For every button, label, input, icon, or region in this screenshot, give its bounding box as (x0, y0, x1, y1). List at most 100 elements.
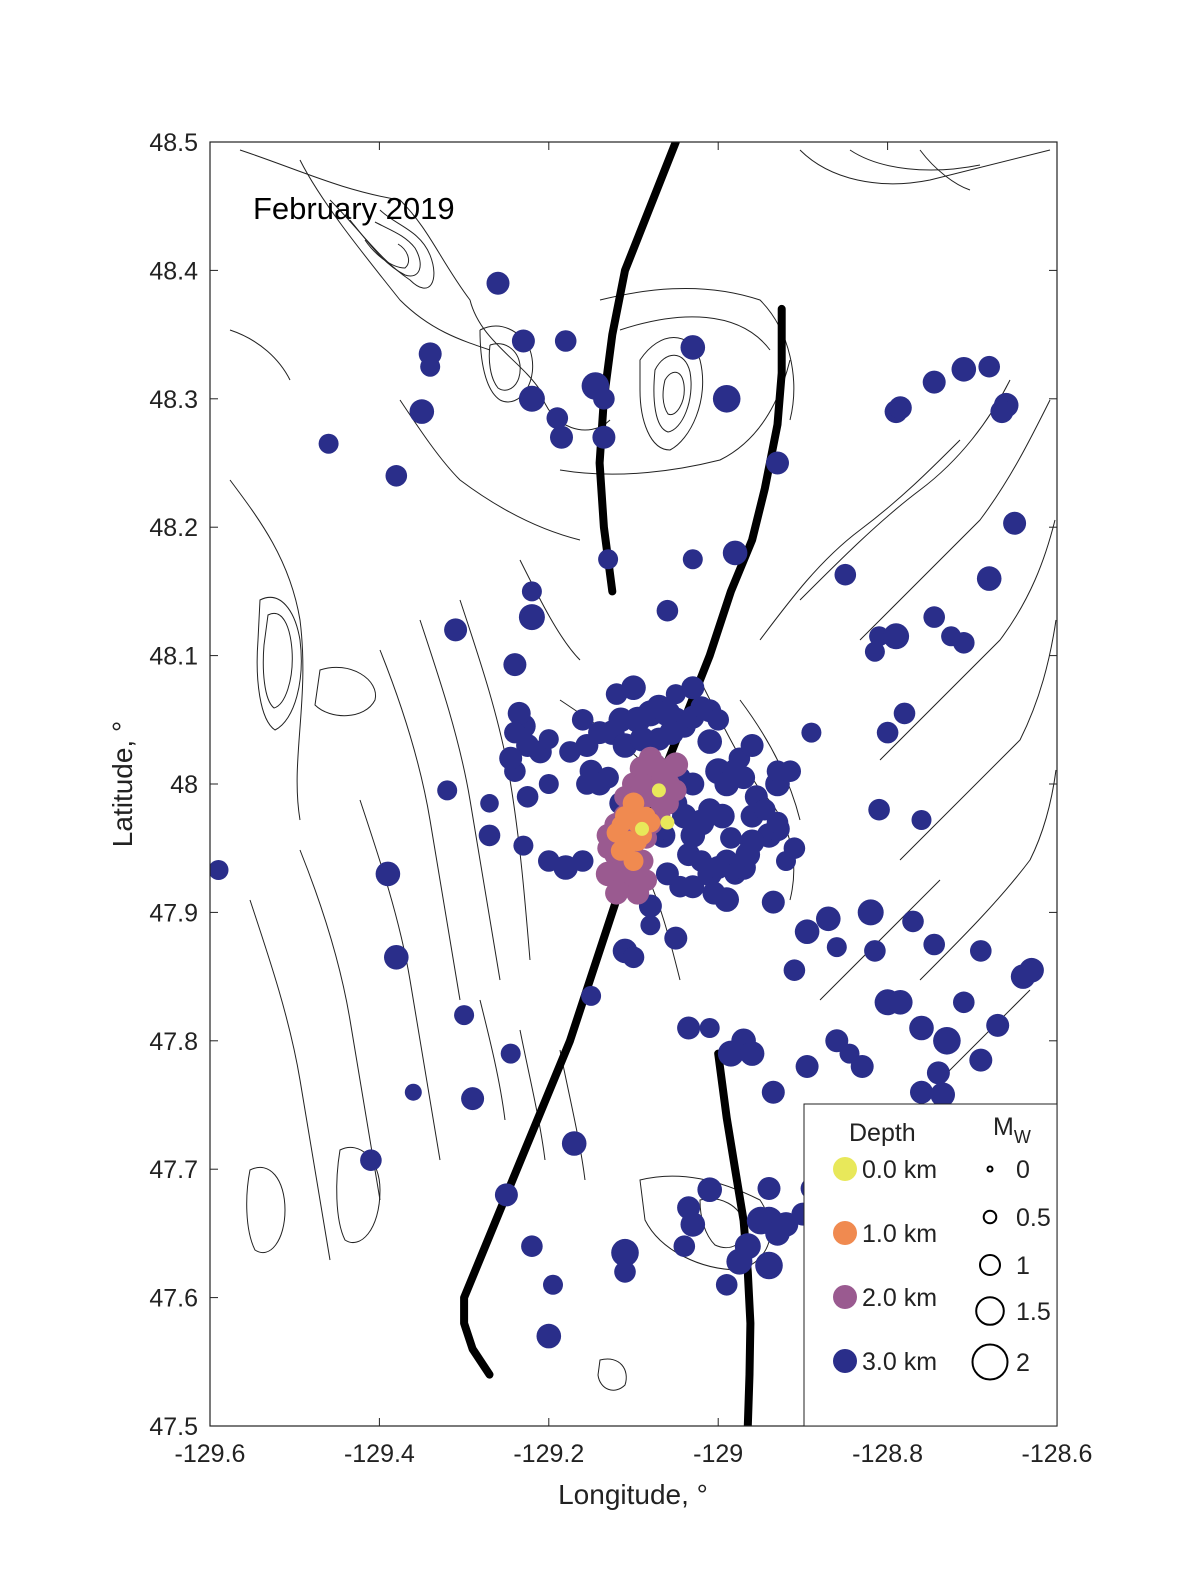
earthquake-point (659, 720, 684, 745)
earthquake-point (868, 798, 890, 821)
earthquake-point (990, 400, 1014, 424)
earthquake-point (722, 540, 748, 566)
y-tick-label: 47.8 (149, 1028, 198, 1056)
earthquake-point (656, 599, 679, 622)
x-axis-label: Longitude, ° (558, 1479, 708, 1510)
earthquake-point (864, 940, 886, 962)
earthquake-point (801, 722, 822, 743)
earthquake-point (783, 959, 806, 981)
earthquake-point (970, 940, 992, 962)
legend-magnitude-label: 2 (1016, 1349, 1030, 1377)
x-tick-label: -128.8 (852, 1440, 923, 1468)
legend-depth-label: 0.0 km (862, 1156, 937, 1184)
earthquake-point (543, 1274, 563, 1295)
x-tick-label: -129 (693, 1440, 743, 1468)
earthquake-point (1003, 511, 1027, 535)
legend-depth-label: 2.0 km (862, 1284, 937, 1312)
earthquake-point (953, 632, 975, 654)
y-tick-label: 48.2 (149, 514, 198, 542)
earthquake-point (511, 329, 535, 353)
earthquake-point (409, 399, 435, 424)
legend-depth-marker (833, 1349, 857, 1373)
earthquake-point (636, 806, 656, 826)
earthquake-point (732, 766, 756, 790)
earthquake-point (680, 335, 706, 360)
earthquake-point (735, 842, 761, 867)
x-tick-label: -129.2 (513, 1440, 584, 1468)
earthquake-point (951, 357, 977, 382)
y-axis-label: Latitude, ° (107, 721, 138, 847)
earthquake-point (621, 675, 646, 700)
earthquake-point (677, 1016, 701, 1040)
earthquake-point (909, 1015, 934, 1041)
earthquake-point (575, 734, 599, 757)
earthquake-point (597, 766, 619, 789)
earthquake-point (923, 606, 945, 628)
earthquake-point (518, 385, 545, 412)
earthquake-point (757, 1177, 781, 1200)
legend-magnitude-label: 1.5 (1016, 1298, 1051, 1326)
earthquake-point (761, 890, 785, 914)
legend-depth-marker (833, 1221, 857, 1245)
earthquake-point (404, 1083, 422, 1101)
earthquake-point (420, 356, 441, 377)
legend-magnitude-marker (971, 1343, 1009, 1381)
legend-magnitude-marker (979, 1254, 1001, 1276)
earthquake-point (697, 729, 722, 754)
earthquake-point (384, 945, 409, 970)
earthquake-point (503, 653, 527, 677)
legend-magnitude-title: MW (993, 1113, 1031, 1147)
earthquake-point (631, 773, 653, 795)
earthquake-point (651, 783, 666, 798)
legend-depth-label: 1.0 km (862, 1220, 937, 1248)
earthquake-point (761, 1080, 785, 1104)
earthquake-point (755, 1251, 783, 1280)
legend-magnitude-marker (982, 1209, 998, 1225)
earthquake-point (680, 1212, 706, 1237)
x-tick-label: -129.6 (175, 1440, 246, 1468)
earthquake-point (739, 1041, 765, 1066)
earthquake-point (559, 741, 581, 763)
earthquake-point (953, 991, 975, 1014)
y-tick-label: 47.5 (149, 1413, 198, 1441)
earthquake-point (437, 780, 458, 801)
earthquake-point (660, 815, 675, 830)
legend-depth-items: 0.0 km 1.0 km 2.0 km 3.0 km (833, 1156, 937, 1376)
earthquake-point (864, 641, 885, 662)
earthquake-point (518, 604, 545, 631)
y-tick-label: 47.9 (149, 899, 198, 927)
earthquake-point (681, 676, 705, 700)
legend-depth-title: Depth (849, 1119, 916, 1147)
earthquake-point (850, 1055, 874, 1078)
earthquake-point (507, 701, 531, 725)
y-tick-label: 48 (170, 771, 198, 799)
earthquake-point (717, 1040, 744, 1067)
earthquake-point (783, 837, 806, 859)
earthquake-point (883, 623, 910, 650)
earthquake-point (857, 899, 884, 926)
earthquake-point (720, 827, 742, 849)
earthquake-point (546, 407, 569, 429)
legend-magnitude-items: 0 0.5 1 1.5 2 (971, 1156, 1051, 1381)
earthquake-point (712, 385, 741, 413)
earthquake-point (581, 985, 602, 1006)
earthquake-point (521, 581, 542, 602)
earthquake-point (360, 1149, 382, 1171)
earthquake-point (605, 881, 629, 905)
earthquake-point (655, 862, 679, 886)
legend-magnitude-marker (975, 1296, 1005, 1326)
earthquake-point (561, 1131, 587, 1156)
earthquake-point (500, 1043, 521, 1064)
earthquake-point (922, 370, 946, 394)
legend-depth-marker (833, 1285, 857, 1309)
ridge-segment-1 (595, 142, 680, 596)
earthquake-point (933, 1027, 961, 1055)
earthquake-point (910, 1080, 933, 1104)
earthquake-point (888, 990, 913, 1015)
earthquake-point (1019, 957, 1044, 983)
earthquake-point (766, 451, 789, 475)
earthquake-point (536, 1323, 562, 1349)
earthquake-point (665, 684, 686, 705)
legend-magnitude-marker (986, 1165, 994, 1173)
